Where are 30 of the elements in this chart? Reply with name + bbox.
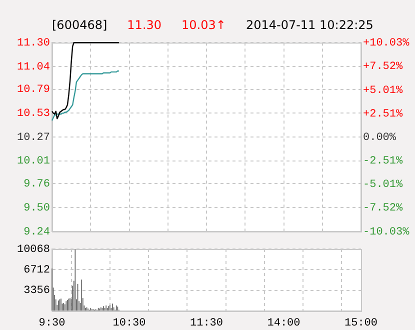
text: 10.03↑ — [182, 18, 226, 32]
y2-tick-label: -7.52% — [363, 202, 404, 215]
y-tick-label: 9.24 — [24, 226, 50, 238]
y-tick-label: 3356 — [24, 285, 50, 298]
y2-tick-label: -10.03% — [363, 226, 410, 238]
chart-title: [600468] — [52, 18, 108, 32]
y-tick-label: 9.50 — [24, 202, 50, 214]
y-tick-label: 10.53 — [16, 108, 50, 120]
y2-tick-label: 0.00% — [363, 132, 396, 144]
y-tick-label: 10.79 — [16, 84, 50, 96]
y2-tick-label: -5.01% — [363, 179, 404, 192]
y2-tick-label: +5.01% — [363, 84, 404, 97]
text: 2014-07-11 10:22:25 — [246, 18, 374, 32]
x-tick-label: 14:00 — [267, 318, 300, 330]
y-tick-label: 6712 — [24, 264, 50, 277]
y2-tick-label: +2.51% — [363, 108, 404, 120]
y2-tick-label: +7.52% — [363, 61, 404, 74]
text: 11.30 — [127, 18, 162, 32]
y-tick-label: 9.76 — [24, 178, 50, 191]
y-tick-label: 11.30 — [16, 38, 50, 50]
y-tick-label: 10.01 — [16, 156, 50, 168]
y-tick-label: 11.04 — [16, 61, 50, 74]
y2-tick-label: -2.51% — [363, 156, 404, 168]
x-tick-label: 11:30 — [190, 318, 224, 330]
x-tick-label: 10:30 — [112, 318, 146, 330]
y-tick-label: 10.27 — [16, 132, 50, 144]
x-tick-label: 9:30 — [38, 318, 66, 330]
y2-tick-label: +10.03% — [363, 38, 410, 50]
x-tick-label: 15:00 — [344, 318, 378, 330]
y-tick-label: 10068 — [16, 244, 50, 256]
